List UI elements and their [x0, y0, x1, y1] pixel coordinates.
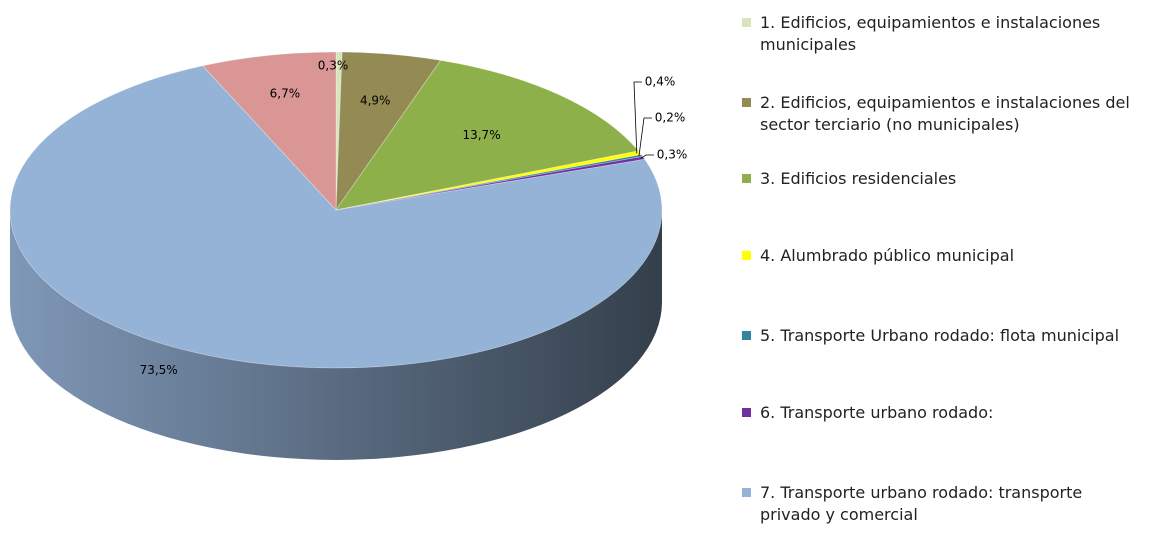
pie-slice [335, 51, 442, 212]
legend-label: 1. Edificios, equipamientos e instalacio… [760, 13, 1101, 54]
leader-line [633, 81, 642, 154]
legend-label: 4. Alumbrado público municipal [760, 246, 1015, 265]
pie-slice [335, 154, 644, 211]
legend-entry: 7. Transporte urbano rodado: transporte … [740, 482, 1135, 526]
pie-slice [335, 59, 640, 211]
legend-label: 5. Transporte Urbano rodado: flota munic… [760, 326, 1120, 345]
legend-swatch [742, 331, 751, 340]
pie-slice [335, 51, 343, 211]
pie-slice [335, 156, 646, 211]
data-label: 0,2% [655, 111, 686, 125]
leader-line [640, 154, 654, 159]
data-label: 4,9% [360, 94, 391, 108]
pie-side [10, 210, 662, 460]
legend-label: 3. Edificios residenciales [760, 169, 957, 188]
legend-entry: 2. Edificios, equipamientos e instalacio… [740, 92, 1135, 136]
data-label: 6,7% [270, 87, 301, 101]
legend-entry: 5. Transporte Urbano rodado: flota munic… [740, 325, 1135, 347]
data-label: 13,7% [462, 128, 500, 142]
legend-swatch [742, 98, 751, 107]
data-label: 0,4% [645, 75, 676, 89]
legend-swatch [742, 408, 751, 417]
legend-swatch [742, 251, 751, 260]
pie-slice [335, 150, 643, 211]
legend-label: 2. Edificios, equipamientos e instalacio… [760, 93, 1130, 134]
data-label: 0,3% [657, 148, 688, 162]
legend-entry: 6. Transporte urbano rodado: [740, 402, 1135, 424]
legend-entry: 4. Alumbrado público municipal [740, 245, 1135, 267]
legend-swatch [742, 18, 751, 27]
legend-entry: 1. Edificios, equipamientos e instalacio… [740, 12, 1135, 56]
data-label: 0,3% [318, 59, 349, 73]
leader-line [638, 117, 652, 157]
legend-label: 6. Transporte urbano rodado: [760, 403, 994, 422]
chart: 0,3% 4,9% 13,7% 0,4% 0,2% 0,3% 73,5% 6,7% [9, 51, 688, 460]
legend-entry: 3. Edificios residenciales [740, 168, 1135, 190]
legend-swatch [742, 488, 751, 497]
pie-slice [9, 65, 663, 369]
data-label: 73,5% [140, 363, 178, 377]
legend-swatch [742, 174, 751, 183]
pie-slice [202, 51, 337, 212]
legend-label: 7. Transporte urbano rodado: transporte … [760, 483, 1083, 524]
